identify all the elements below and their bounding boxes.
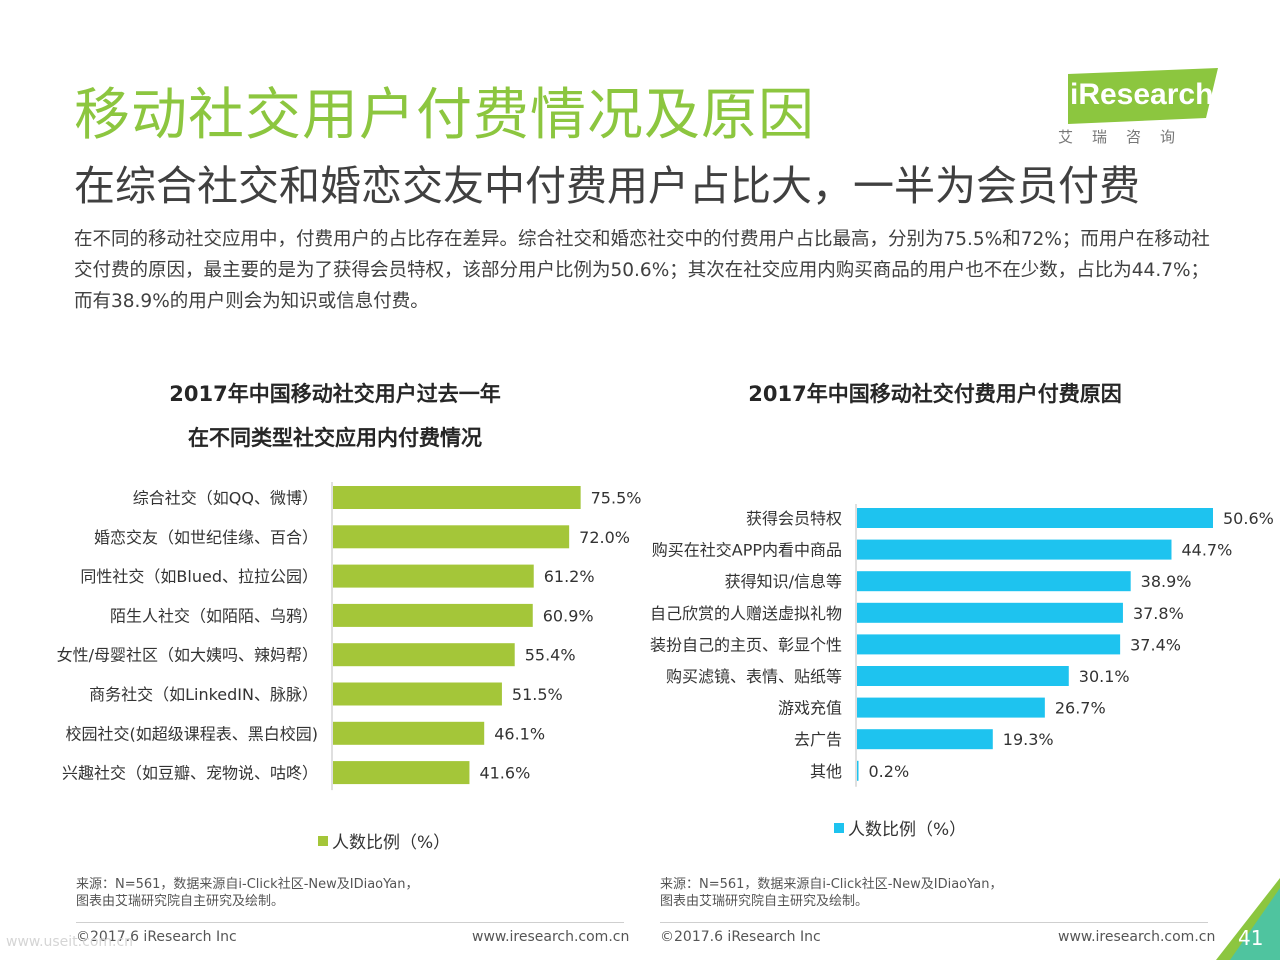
value-label: 41.6% — [479, 764, 530, 783]
page-title: 移动社交用户付费情况及原因 — [74, 83, 815, 148]
source-line: 来源：N=561，数据来源自i-Click社区-New及IDiaoYan， — [76, 877, 419, 892]
footer-url-right[interactable]: www.iresearch.com.cn — [1058, 929, 1216, 945]
page-subtitle: 在综合社交和婚恋交友中付费用户占比大，一半为会员付费 — [74, 162, 1140, 210]
value-label: 60.9% — [543, 606, 594, 625]
value-label: 0.2% — [869, 762, 910, 781]
category-label: 陌生人社交（如陌陌、乌鸦） — [110, 606, 318, 625]
right-chart-title: 2017年中国移动社交付费用户付费原因 — [748, 382, 1122, 406]
legend-swatch — [318, 835, 328, 846]
category-label: 购买滤镜、表情、贴纸等 — [666, 667, 842, 686]
value-label: 72.0% — [579, 528, 630, 547]
value-label: 61.2% — [544, 567, 595, 586]
value-label: 26.7% — [1055, 699, 1106, 718]
source-line: 图表由艾瑞研究院自主研究及绘制。 — [76, 894, 285, 909]
footer-copyright-right: ©2017.6 iResearch Inc — [660, 929, 821, 945]
category-label: 游戏充值 — [778, 699, 842, 718]
bar — [857, 634, 1121, 655]
category-label: 校园社交(如超级课程表、黑白校园) — [66, 724, 319, 743]
value-label: 44.7% — [1181, 541, 1232, 560]
left-chart-legend: 人数比例（%） — [318, 828, 450, 853]
bar — [857, 729, 993, 750]
footer-divider-right — [660, 922, 1208, 923]
value-label: 37.4% — [1130, 635, 1181, 654]
category-label: 女性/母婴社区（如大姨吗、辣妈帮） — [57, 646, 318, 665]
value-label: 38.9% — [1141, 572, 1192, 591]
logo-subtitle: 艾瑞咨询 — [1058, 128, 1195, 146]
page-number: 41 — [1238, 926, 1264, 950]
bar — [333, 761, 470, 785]
logo-flag-shape — [1068, 68, 1218, 124]
legend-label: 人数比例（%） — [332, 833, 451, 853]
left-chart-title-line1: 2017年中国移动社交用户过去一年 — [169, 382, 501, 406]
source-line: 图表由艾瑞研究院自主研究及绘制。 — [660, 894, 869, 909]
left-chart-title-line2: 在不同类型社交应用内付费情况 — [188, 426, 482, 450]
value-label: 30.1% — [1079, 667, 1130, 686]
left-source-note: 来源：N=561，数据来源自i-Click社区-New及IDiaoYan， 图表… — [76, 876, 476, 910]
right-chart-legend: 人数比例（%） — [834, 815, 966, 840]
bar — [333, 682, 502, 706]
footer-divider-left — [76, 922, 624, 923]
bar — [333, 564, 534, 588]
iresearch-logo: iResearch 艾瑞咨询 — [1058, 68, 1218, 150]
bar — [333, 721, 485, 745]
footer-url-left[interactable]: www.iresearch.com.cn — [472, 929, 630, 945]
right-bar-chart: 获得会员特权 50.6% 购买在社交APP内看中商品 44.7% 获得知识/信息等 38.… — [650, 504, 1274, 787]
value-label: 37.8% — [1133, 604, 1184, 623]
category-label: 装扮自己的主页、彰显个性 — [650, 635, 842, 654]
bar — [333, 643, 515, 667]
category-label: 购买在社交APP内看中商品 — [652, 541, 842, 560]
source-line: 来源：N=561，数据来源自i-Click社区-New及IDiaoYan， — [660, 877, 1003, 892]
watermark: www.useit.com.cn — [6, 934, 134, 950]
category-label: 综合社交（如QQ、微博） — [133, 489, 318, 508]
category-label: 其他 — [810, 762, 842, 781]
bar — [333, 603, 533, 627]
bar — [857, 539, 1172, 560]
value-label: 55.4% — [525, 646, 576, 665]
left-bar-chart: 综合社交（如QQ、微博） 75.5% 婚恋交友（如世纪佳缘、百合） 72.0% 同性社交… — [57, 482, 642, 791]
value-label: 75.5% — [591, 489, 642, 508]
footer-copyright-left: ©2017.6 iResearch Inc — [76, 929, 237, 945]
bar — [857, 760, 859, 781]
bar — [333, 525, 570, 549]
category-label: 获得会员特权 — [746, 509, 842, 528]
category-label: 获得知识/信息等 — [725, 572, 842, 591]
summary-paragraph: 在不同的移动社交应用中，付费用户的占比存在差异。综合社交和婚恋社交中的付费用户占… — [74, 229, 1210, 312]
bar — [857, 697, 1045, 718]
bar — [857, 508, 1213, 528]
category-label: 去广告 — [794, 730, 842, 749]
value-label: 19.3% — [1003, 730, 1054, 749]
page-corner-decoration — [1216, 878, 1280, 960]
value-label: 50.6% — [1223, 509, 1274, 528]
category-label: 婚恋交友（如世纪佳缘、百合） — [94, 528, 318, 547]
bar — [857, 571, 1131, 592]
category-label: 兴趣社交（如豆瓣、宠物说、咕咚） — [62, 764, 318, 783]
value-label: 46.1% — [494, 724, 545, 743]
category-label: 商务社交（如LinkedIN、脉脉） — [89, 685, 318, 704]
bar — [857, 602, 1123, 623]
value-label: 51.5% — [512, 685, 563, 704]
legend-label: 人数比例（%） — [848, 820, 967, 840]
category-label: 同性社交（如Blued、拉拉公园） — [80, 567, 318, 586]
logo-wordmark: iResearch — [1070, 78, 1214, 111]
bar — [857, 666, 1069, 686]
right-source-note: 来源：N=561，数据来源自i-Click社区-New及IDiaoYan， 图表… — [660, 876, 1060, 910]
legend-swatch — [834, 822, 844, 833]
category-label: 自己欣赏的人赠送虚拟礼物 — [650, 604, 842, 623]
bar — [333, 486, 581, 509]
